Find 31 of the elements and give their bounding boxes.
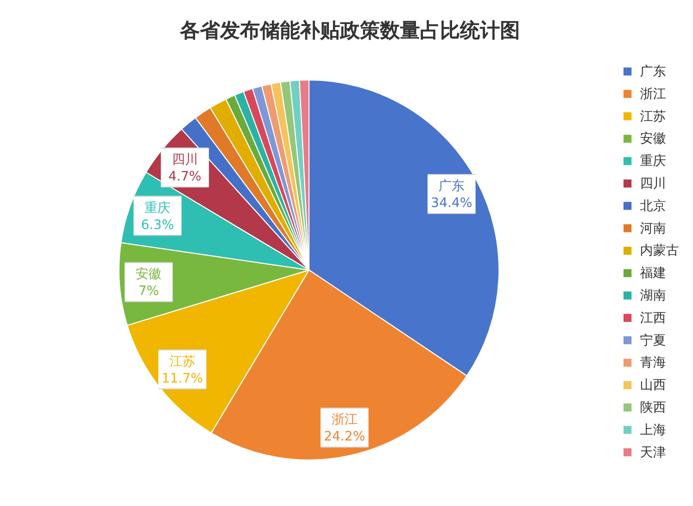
legend-label: 北京 [640,198,666,214]
legend-label: 湖南 [640,288,666,304]
slice-label: 重庆 [144,200,171,216]
legend-label: 江西 [640,310,666,326]
slice-label: 四川 [172,152,198,168]
legend-label: 四川 [640,176,666,192]
legend-label: 浙江 [640,86,666,102]
slice-label: 浙江 [332,412,358,428]
legend-label: 青海 [640,356,666,371]
legend-label: 重庆 [640,154,666,170]
data-label: 34.4% [430,196,472,211]
slice-label: 江苏 [169,354,196,370]
slice-label: 广东 [438,178,465,194]
legend-label: 宁夏 [640,332,666,348]
legend-label: 广东 [640,64,666,80]
legend-label: 河南 [640,221,666,236]
legend-label: 福建 [640,266,666,282]
data-label: 24.2% [324,430,366,445]
legend-label: 内蒙古 [640,244,679,259]
slice-label: 安徽 [136,266,162,282]
legend-label: 江苏 [640,109,666,124]
data-label: 7% [138,284,159,300]
legend-label: 天津 [640,445,666,460]
legend-label: 山西 [640,378,666,394]
legend-label: 安徽 [640,130,666,147]
legend-label: 上海 [640,422,666,438]
data-label: 6.3% [141,218,174,233]
chart-title: 各省发布储能补贴政策数量占比统计图 [179,18,520,42]
legend-label: 陕西 [640,400,666,416]
data-label: 4.7% [168,169,202,184]
data-label: 11.7% [162,371,203,386]
